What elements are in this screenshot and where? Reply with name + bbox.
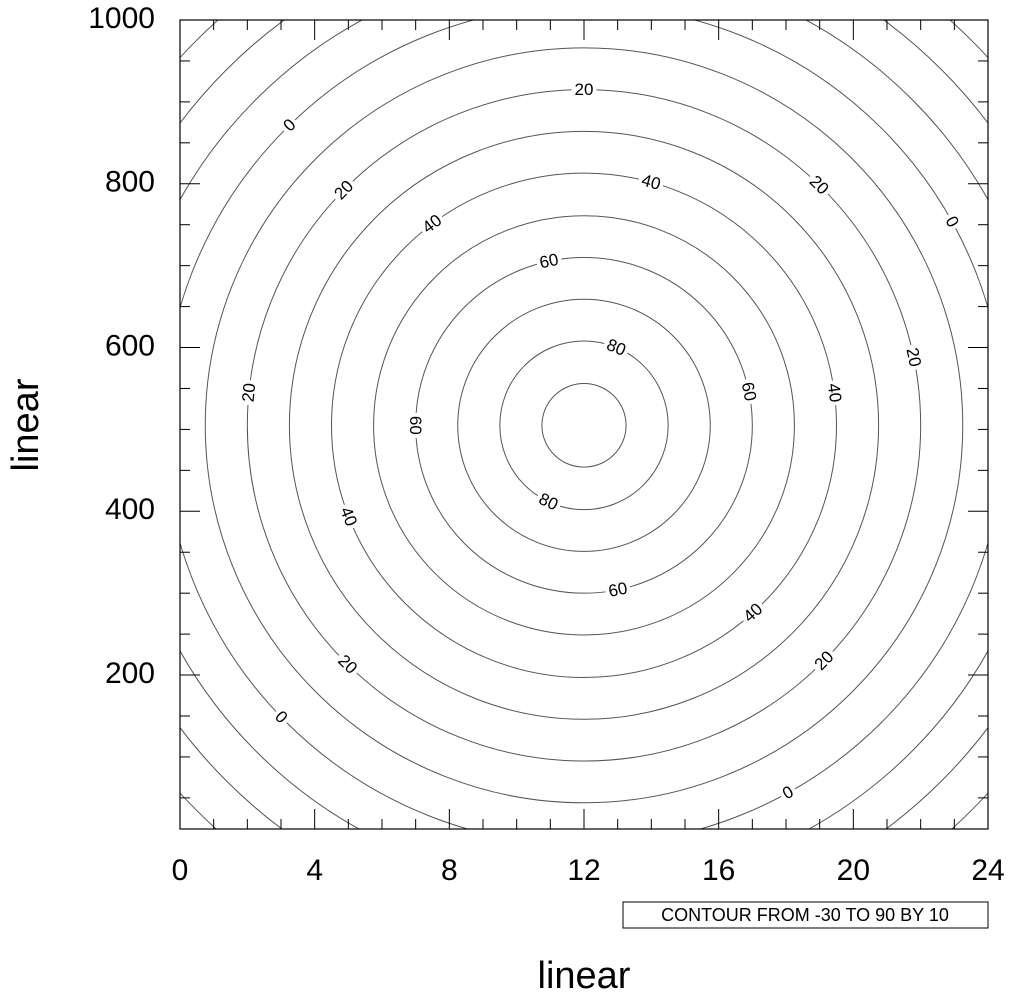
info-text: CONTOUR FROM -30 TO 90 BY 10 bbox=[661, 905, 949, 925]
contour-line bbox=[288, 130, 880, 720]
contour-line bbox=[204, 47, 964, 804]
contour-label-bg bbox=[406, 412, 425, 438]
y-tick-label: 400 bbox=[105, 493, 155, 526]
contour-label: 40 bbox=[419, 211, 446, 238]
contour-label-bg bbox=[332, 649, 363, 680]
x-tick-label: 20 bbox=[837, 854, 870, 887]
contour-line bbox=[180, 20, 988, 829]
contour-label-group: 0 bbox=[940, 210, 964, 233]
contour-label-group: 20 bbox=[902, 343, 926, 372]
contour-label-bg bbox=[328, 174, 360, 206]
contour-label-bg bbox=[737, 597, 769, 628]
contour-label-bg bbox=[808, 645, 840, 676]
contour-label-bg bbox=[416, 209, 448, 239]
contour-label: 60 bbox=[607, 579, 629, 601]
contour-label: 40 bbox=[824, 382, 845, 403]
contour-label-group: 80 bbox=[533, 488, 564, 516]
contour-label-bg bbox=[277, 113, 302, 138]
contour-line bbox=[415, 256, 753, 594]
contour-line bbox=[499, 340, 669, 511]
contour-line bbox=[180, 20, 988, 829]
contour-label-group: 40 bbox=[335, 501, 362, 532]
contour-label-bg bbox=[238, 379, 260, 406]
x-tick-label: 8 bbox=[441, 854, 458, 887]
y-tick-label: 600 bbox=[105, 329, 155, 362]
y-tick-label: 800 bbox=[105, 166, 155, 199]
contour-label-bg bbox=[571, 80, 597, 99]
contour-label-bg bbox=[601, 334, 632, 361]
x-tick-label: 12 bbox=[567, 854, 600, 887]
contour-label-group: 80 bbox=[601, 334, 632, 361]
contour-label-bg bbox=[335, 501, 362, 532]
contour-label-group: 20 bbox=[238, 379, 260, 406]
contour-label-group: 0 bbox=[269, 705, 294, 729]
contour-label: 20 bbox=[902, 346, 924, 368]
x-tick-label: 4 bbox=[306, 854, 323, 887]
contour-label-group: 40 bbox=[416, 209, 448, 239]
x-tick-label: 0 bbox=[172, 854, 189, 887]
contour-label-group: 60 bbox=[603, 578, 632, 602]
contour-label-group: 20 bbox=[571, 80, 597, 99]
x-tick-label: 16 bbox=[702, 854, 735, 887]
contour-label: 60 bbox=[738, 380, 760, 402]
contour-label-bg bbox=[534, 249, 564, 273]
contour-label-bg bbox=[636, 170, 666, 195]
y-axis-title: linear bbox=[5, 378, 47, 471]
contour-label-group: 60 bbox=[737, 377, 761, 406]
info-box bbox=[622, 901, 989, 929]
x-tick-label: 24 bbox=[971, 854, 1004, 887]
contour-label-group: 60 bbox=[406, 412, 425, 438]
contour-label-bg bbox=[902, 343, 926, 372]
contour-line bbox=[541, 383, 627, 468]
contour-label-group: 60 bbox=[534, 249, 564, 273]
contour-label: 60 bbox=[406, 416, 425, 435]
contour-label-bg bbox=[269, 705, 294, 729]
contour-label: 20 bbox=[239, 382, 260, 403]
contour-line bbox=[373, 215, 795, 636]
contour-line bbox=[331, 172, 837, 679]
contour-label: 60 bbox=[538, 250, 560, 273]
x-axis-title: linear bbox=[538, 955, 631, 997]
contour-label-group: 40 bbox=[823, 379, 845, 407]
contour-label: 20 bbox=[575, 80, 594, 99]
contour-label-group: 40 bbox=[636, 170, 666, 195]
contour-label-bg bbox=[603, 578, 632, 602]
y-tick-label: 1000 bbox=[88, 2, 155, 35]
plot-frame bbox=[179, 19, 989, 830]
contour-label-bg bbox=[823, 379, 845, 407]
contour-label-bg bbox=[737, 377, 761, 406]
contour-line bbox=[457, 298, 711, 552]
contour-label-bg bbox=[940, 210, 964, 233]
contour-label-group: 0 bbox=[277, 113, 302, 138]
contour-label-bg bbox=[533, 488, 564, 516]
contour-line bbox=[180, 20, 988, 829]
contour-label-group: 0 bbox=[776, 781, 800, 805]
y-tick-label: 200 bbox=[105, 657, 155, 690]
contour-label-bg bbox=[776, 781, 800, 805]
contour-label-bg bbox=[803, 169, 835, 201]
contour-label: 40 bbox=[639, 170, 662, 193]
